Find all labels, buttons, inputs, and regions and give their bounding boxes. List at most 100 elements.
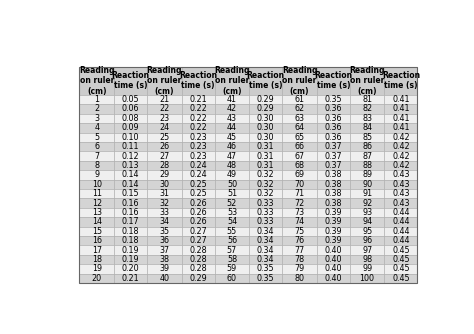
Bar (182, 274, 215, 283)
Bar (282, 114, 317, 123)
Text: 48: 48 (227, 161, 237, 170)
Bar (182, 95, 215, 104)
Text: 0.05: 0.05 (122, 95, 139, 104)
Bar (80, 161, 114, 170)
Bar (350, 217, 384, 227)
Bar (215, 170, 249, 180)
Bar (249, 104, 282, 114)
Bar (114, 189, 147, 198)
Bar (282, 227, 317, 236)
Bar (282, 180, 317, 189)
Text: 26: 26 (159, 142, 169, 151)
Bar (384, 180, 418, 189)
Text: 40: 40 (159, 274, 169, 283)
Bar (282, 245, 317, 255)
Text: 38: 38 (159, 255, 169, 264)
Text: 0.33: 0.33 (257, 208, 274, 217)
Bar (350, 245, 384, 255)
Text: 9: 9 (94, 170, 100, 179)
Bar (215, 217, 249, 227)
Text: 0.34: 0.34 (257, 255, 274, 264)
Bar (215, 274, 249, 283)
Bar (384, 189, 418, 198)
Text: 0.18: 0.18 (122, 227, 139, 236)
Text: 0.44: 0.44 (392, 217, 410, 226)
Text: 0.39: 0.39 (325, 236, 342, 245)
Text: 0.09: 0.09 (122, 123, 139, 132)
Bar (114, 114, 147, 123)
Text: 0.10: 0.10 (122, 133, 139, 142)
Text: 0.35: 0.35 (325, 95, 342, 104)
Text: 80: 80 (294, 274, 304, 283)
Bar (182, 104, 215, 114)
Bar (249, 264, 282, 274)
Text: 0.42: 0.42 (392, 161, 410, 170)
Text: 0.14: 0.14 (122, 170, 139, 179)
Text: Reading
on ruler
(cm): Reading on ruler (cm) (79, 66, 115, 96)
Text: 0.45: 0.45 (392, 274, 410, 283)
Text: 21: 21 (159, 95, 169, 104)
Bar (147, 255, 182, 264)
Bar (114, 180, 147, 189)
Bar (317, 133, 350, 142)
Bar (282, 208, 317, 217)
Bar (147, 142, 182, 151)
Bar (384, 245, 418, 255)
Text: 0.40: 0.40 (325, 255, 342, 264)
Bar (182, 133, 215, 142)
Text: 0.38: 0.38 (325, 180, 342, 189)
Bar (114, 161, 147, 170)
Text: 68: 68 (294, 161, 304, 170)
Text: 0.31: 0.31 (257, 152, 274, 161)
Bar (114, 245, 147, 255)
Bar (182, 114, 215, 123)
Text: 82: 82 (362, 105, 372, 114)
Bar (317, 151, 350, 161)
Bar (182, 170, 215, 180)
Text: 0.36: 0.36 (325, 114, 342, 123)
Text: 41: 41 (227, 95, 237, 104)
Bar (350, 236, 384, 245)
Text: 0.37: 0.37 (325, 142, 342, 151)
Bar (249, 217, 282, 227)
Text: 43: 43 (227, 114, 237, 123)
Text: 74: 74 (294, 217, 305, 226)
Text: 61: 61 (294, 95, 304, 104)
Text: 0.38: 0.38 (325, 189, 342, 198)
Text: 89: 89 (362, 170, 372, 179)
Bar (317, 123, 350, 133)
Bar (350, 274, 384, 283)
Text: 0.21: 0.21 (122, 274, 139, 283)
Text: 0.25: 0.25 (189, 189, 207, 198)
Bar (317, 236, 350, 245)
Bar (215, 95, 249, 104)
Bar (215, 245, 249, 255)
Bar (215, 104, 249, 114)
Text: 56: 56 (227, 236, 237, 245)
Text: 18: 18 (92, 255, 102, 264)
Bar (114, 142, 147, 151)
Text: 20: 20 (91, 274, 102, 283)
Text: 0.42: 0.42 (392, 133, 410, 142)
Bar (114, 170, 147, 180)
Text: 0.30: 0.30 (257, 133, 274, 142)
Text: 81: 81 (362, 95, 372, 104)
Text: 98: 98 (362, 255, 372, 264)
Text: 0.23: 0.23 (189, 152, 207, 161)
Text: 31: 31 (159, 189, 169, 198)
Bar (350, 142, 384, 151)
Bar (215, 198, 249, 208)
Text: 86: 86 (362, 142, 372, 151)
Bar (282, 67, 317, 95)
Text: 0.31: 0.31 (257, 142, 274, 151)
Bar (80, 180, 114, 189)
Text: 87: 87 (362, 152, 372, 161)
Bar (215, 151, 249, 161)
Bar (249, 236, 282, 245)
Text: 0.26: 0.26 (189, 208, 207, 217)
Bar (215, 189, 249, 198)
Bar (114, 95, 147, 104)
Bar (249, 198, 282, 208)
Text: 29: 29 (159, 170, 170, 179)
Bar (182, 227, 215, 236)
